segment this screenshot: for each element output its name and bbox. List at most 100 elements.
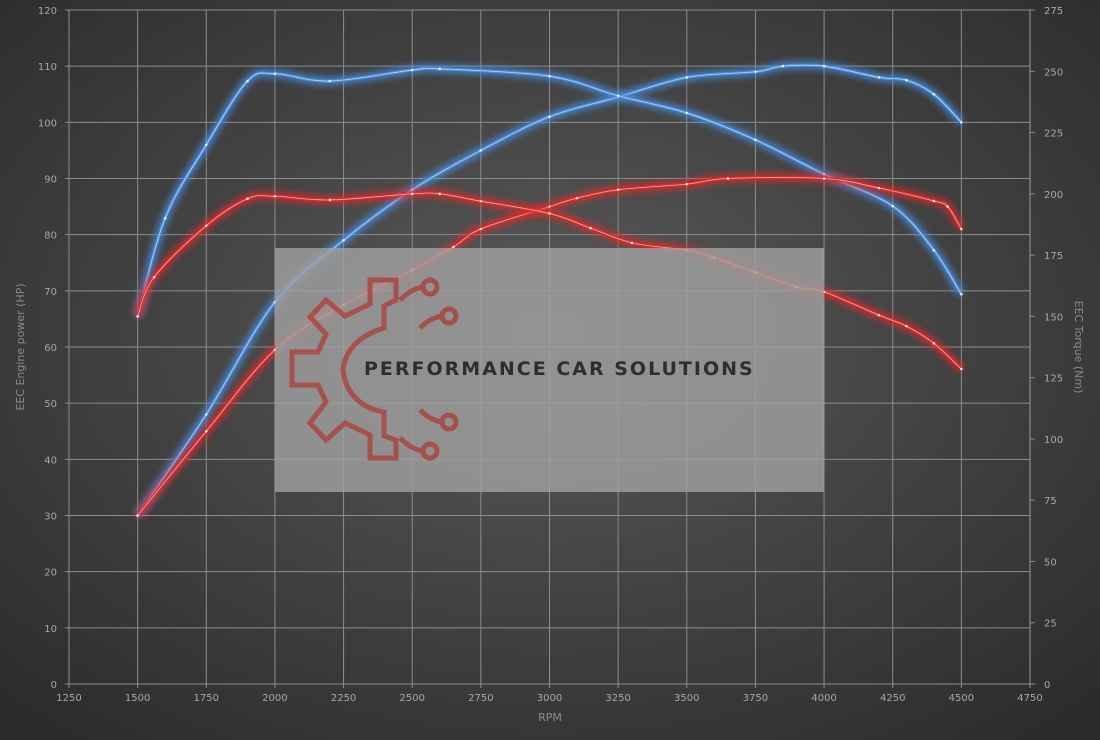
series-highlight (137, 192, 962, 370)
x-tick-label: 1750 (194, 693, 219, 704)
data-point (163, 217, 167, 220)
ticks: 1250 1500 1750 2000 2250 2500 2750 3000 3250 3500… (38, 6, 1063, 704)
data-point (589, 226, 592, 230)
data-point (891, 204, 895, 208)
x-tick-label: 2000 (262, 693, 287, 704)
data-point (136, 514, 139, 517)
y2-tick-label: 25 (1044, 619, 1057, 630)
y-tick-label: 10 (44, 624, 57, 635)
data-point (932, 92, 936, 96)
data-point (905, 324, 908, 328)
data-point (877, 186, 881, 190)
x-tick-label: 2750 (468, 693, 493, 704)
x-tick-label: 2250 (331, 693, 356, 704)
data-point (438, 192, 441, 196)
x-tick-label: 1250 (56, 693, 81, 704)
data-point (616, 94, 620, 98)
gear-circuit-logo-icon (289, 277, 459, 461)
data-point (204, 224, 208, 227)
y2-tick-label: 150 (1044, 312, 1063, 323)
x-tick-label: 3500 (674, 693, 699, 704)
y2-tick-label: 250 (1044, 67, 1063, 78)
data-point (204, 429, 208, 433)
data-point (616, 188, 620, 192)
data-point (822, 64, 826, 68)
data-point (960, 121, 963, 124)
data-point (548, 212, 551, 215)
y-tick-label: 70 (44, 287, 57, 298)
data-point (575, 196, 579, 200)
data-point (246, 197, 249, 201)
data-point (452, 245, 455, 249)
data-point (781, 64, 785, 68)
x-axis-label: RPM (538, 711, 562, 724)
x-tick-label: 3750 (743, 693, 768, 704)
data-point (410, 192, 414, 196)
y-tick-label: 0 (51, 680, 57, 691)
y-tick-label: 20 (44, 568, 57, 579)
data-point (877, 76, 881, 79)
data-point (822, 177, 826, 180)
data-point (479, 149, 483, 152)
x-tick-label: 2500 (399, 693, 424, 704)
data-point (630, 241, 634, 245)
y-tick-label: 40 (44, 455, 57, 466)
data-point (328, 198, 332, 202)
data-point (152, 275, 156, 279)
data-point (932, 199, 936, 203)
y-tick-label: 90 (44, 175, 57, 186)
data-point (932, 342, 936, 345)
data-point (342, 238, 345, 242)
data-point (877, 313, 881, 317)
x-tick-label: 4750 (1017, 693, 1042, 704)
data-point (438, 67, 441, 71)
data-point (685, 76, 689, 79)
data-point (905, 78, 908, 82)
data-point (479, 199, 483, 203)
y-tick-label: 60 (44, 343, 57, 354)
data-point (932, 248, 936, 252)
y2-tick-label: 275 (1044, 6, 1063, 17)
data-point (479, 227, 483, 231)
y-axis-label: EEC Engine power (HP) (14, 283, 27, 410)
x-tick-label: 1500 (125, 693, 150, 704)
y2-tick-label: 0 (1044, 680, 1050, 691)
y2-axis-label: EEC Torque (Nm) (1072, 301, 1085, 394)
x-tick-label: 4000 (811, 693, 836, 704)
data-point (960, 227, 963, 231)
data-point (685, 182, 689, 186)
data-point (548, 205, 551, 208)
watermark: PERFORMANCE CAR SOLUTIONS (274, 248, 825, 492)
watermark-text: PERFORMANCE CAR SOLUTIONS (364, 358, 755, 380)
x-tick-label: 4250 (880, 693, 905, 704)
x-tick-label: 3250 (605, 693, 630, 704)
y2-tick-label: 125 (1044, 374, 1063, 385)
data-point (246, 79, 249, 83)
data-point (726, 177, 730, 180)
y-tick-label: 110 (38, 62, 57, 73)
x-tick-label: 3000 (537, 693, 562, 704)
y2-tick-label: 225 (1044, 129, 1063, 140)
watermark-panel (274, 248, 825, 492)
data-point (754, 138, 757, 142)
data-point (328, 79, 332, 83)
y-tick-label: 100 (38, 118, 57, 129)
data-point (960, 293, 963, 296)
data-point (685, 111, 689, 115)
data-point (946, 205, 949, 208)
y2-tick-label: 100 (1044, 435, 1063, 446)
data-point (548, 115, 551, 119)
y-tick-label: 30 (44, 512, 57, 523)
data-point (204, 143, 208, 147)
y2-tick-label: 200 (1044, 190, 1063, 201)
series (133, 61, 965, 519)
y-tick-label: 50 (44, 399, 57, 410)
data-point (754, 70, 757, 74)
data-point (960, 367, 963, 371)
data-point (273, 72, 277, 76)
data-point (410, 68, 414, 72)
x-tick-label: 4500 (949, 693, 974, 704)
data-point (548, 74, 551, 78)
y-tick-label: 80 (44, 231, 57, 242)
